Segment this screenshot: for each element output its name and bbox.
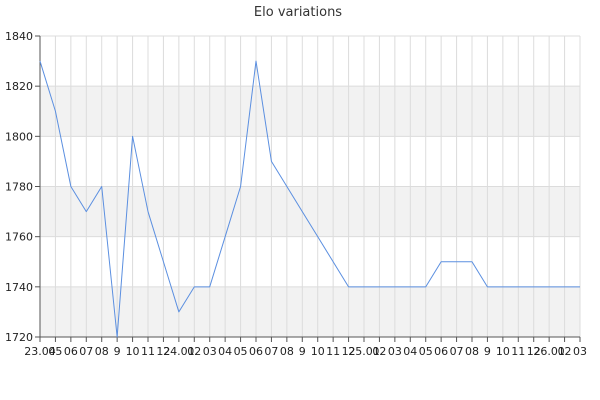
y-tick-label: 1840: [5, 30, 33, 43]
x-tick-label: 12: [156, 345, 170, 358]
x-tick-label: 06: [434, 345, 448, 358]
x-tick-label: 05: [234, 345, 248, 358]
chart-title: Elo variations: [254, 5, 342, 20]
x-tick-label: 9: [299, 345, 306, 358]
x-tick-label: 02: [187, 345, 201, 358]
y-tick-label: 1760: [5, 231, 33, 244]
x-tick-label: 04: [218, 345, 232, 358]
x-tick-label: 07: [79, 345, 93, 358]
x-tick-label: 10: [311, 345, 325, 358]
x-tick-label: 05: [48, 345, 62, 358]
x-tick-label: 23.04: [24, 345, 56, 358]
x-tick-label: 11: [141, 345, 155, 358]
series-layer: [39, 60, 581, 338]
plot-band: [40, 286, 580, 337]
x-tick-label: 03: [573, 345, 587, 358]
x-tick-label: 08: [280, 345, 294, 358]
x-tick-label: 03: [203, 345, 217, 358]
y-tick-label: 1740: [5, 281, 33, 294]
x-tick-label: 12: [527, 345, 541, 358]
x-tick-label: 11: [511, 345, 525, 358]
plot-band: [40, 86, 580, 137]
x-tick-label: 24.01: [163, 345, 195, 358]
x-tick-label: 02: [558, 345, 572, 358]
y-tick-label: 1720: [5, 331, 33, 344]
plot-band: [40, 186, 580, 237]
x-tick-label: 26.01: [533, 345, 565, 358]
series-line: [39, 60, 580, 338]
x-tick-label: 10: [126, 345, 140, 358]
y-tick-label: 1780: [5, 181, 33, 194]
x-tick-label: 02: [372, 345, 386, 358]
x-tick-label: 04: [403, 345, 417, 358]
x-tick-label: 10: [496, 345, 510, 358]
x-tick-label: 07: [264, 345, 278, 358]
x-tick-label: 05: [419, 345, 433, 358]
x-tick-label: 25.01: [348, 345, 380, 358]
x-tick-label: 12: [342, 345, 356, 358]
x-tick-label: 07: [450, 345, 464, 358]
x-tick-label: 03: [388, 345, 402, 358]
x-tick-label: 9: [114, 345, 121, 358]
x-tick-label: 11: [326, 345, 340, 358]
x-tick-label: 9: [484, 345, 491, 358]
y-tick-label: 1800: [5, 130, 33, 143]
x-tick-label: 06: [249, 345, 263, 358]
plot-bands: [40, 86, 580, 337]
axes: [35, 35, 581, 342]
x-tick-label: 08: [95, 345, 109, 358]
y-tick-label: 1820: [5, 80, 33, 93]
x-tick-label: 08: [465, 345, 479, 358]
x-tick-label: 06: [64, 345, 78, 358]
